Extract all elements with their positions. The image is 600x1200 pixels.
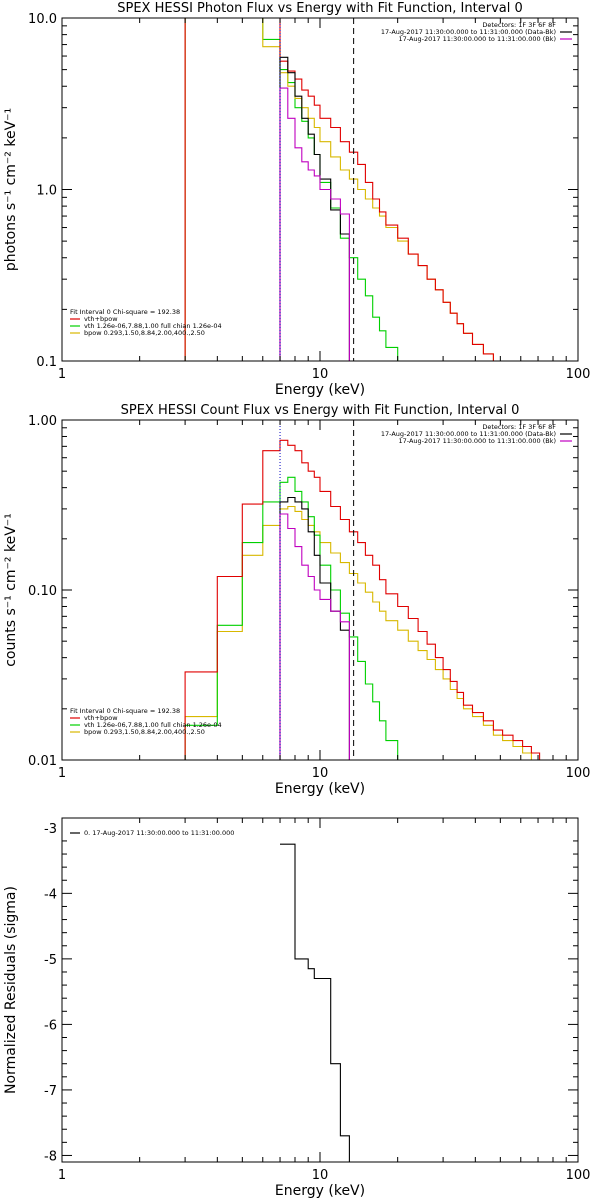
legend-entry: vth 1.26e-06,7.88,1.00 full chian 1.26e-… <box>84 322 222 330</box>
legend-entry: vth 1.26e-06,7.88,1.00 full chian 1.26e-… <box>84 721 222 729</box>
chart-title: SPEX HESSI Count Flux vs Energy with Fit… <box>121 403 520 418</box>
legend-entry: bpow 0.293,1.50,8.84,2.00,400.,2.50 <box>84 728 205 736</box>
chart-title: SPEX HESSI Photon Flux vs Energy with Fi… <box>117 1 523 16</box>
series-model_total-line <box>184 439 548 760</box>
y-tick-label: -5 <box>44 953 57 968</box>
series-data-line <box>279 496 350 760</box>
legend-entry: vth+bpow <box>84 315 118 323</box>
series-bpow-line <box>184 18 504 361</box>
y-axis-label: Normalized Residuals (sigma) <box>3 886 19 1094</box>
chart-2: SPEX HESSI Count Flux vs Energy with Fit… <box>3 403 590 797</box>
legend-entry: Fit Interval 0 Chi-square = 192.38 <box>70 308 180 316</box>
x-axis-label: Energy (keV) <box>275 781 365 797</box>
plot-frame <box>61 817 579 1163</box>
series-background-line <box>279 87 350 361</box>
y-axis-label: photons s⁻¹ cm⁻² keV⁻¹ <box>3 108 19 271</box>
series-background-line <box>279 513 350 760</box>
legend-entry: Fit Interval 0 Chi-square = 192.38 <box>70 707 180 715</box>
y-tick-label: -6 <box>44 1018 57 1033</box>
x-axis-label: Energy (keV) <box>275 382 365 398</box>
x-tick-label: 100 <box>566 1168 591 1183</box>
series-group <box>280 843 350 1162</box>
chart-1: SPEX HESSI Photon Flux vs Energy with Fi… <box>3 1 591 398</box>
legend-entry: bpow 0.293,1.50,8.84,2.00,400.,2.50 <box>84 329 205 337</box>
y-tick-label: -4 <box>44 887 57 902</box>
y-tick-label: 0.10 <box>28 584 57 599</box>
header-line: 17-Aug-2017 11:30:00.000 to 11:31:00.000… <box>381 28 556 36</box>
series-vth-line <box>184 476 409 760</box>
series-bpow-line <box>184 505 541 760</box>
x-tick-label: 1 <box>58 367 66 382</box>
y-tick-label: 1.00 <box>28 414 57 429</box>
legend-entry: vth+bpow <box>84 714 118 722</box>
series-group <box>184 439 548 760</box>
legend-entry: 0. 17-Aug-2017 11:30:00.000 to 11:31:00.… <box>84 829 234 837</box>
y-tick-label: 0.01 <box>28 754 57 769</box>
series-model_total-line <box>184 18 504 361</box>
x-tick-label: 100 <box>566 766 591 781</box>
y-tick-label: 0.1 <box>36 355 57 370</box>
header-line: Detectors: 1F 3F 6F 8F <box>482 423 556 431</box>
y-tick-label: 1.0 <box>36 184 57 199</box>
y-tick-label: -8 <box>44 1149 57 1164</box>
series-group <box>184 18 504 361</box>
x-tick-label: 10 <box>312 1168 329 1183</box>
y-tick-label: -7 <box>44 1084 57 1099</box>
header-line: 17-Aug-2017 11:30:00.000 to 11:31:00.000… <box>399 35 556 43</box>
x-tick-label: 1 <box>58 1168 66 1183</box>
x-tick-label: 1 <box>58 766 66 781</box>
header-line: Detectors: 1F 3F 6F 8F <box>482 21 556 29</box>
y-tick-label: 10.0 <box>28 12 57 27</box>
y-tick-label: -3 <box>44 822 57 837</box>
series-data-line <box>279 56 350 361</box>
x-tick-label: 10 <box>312 367 329 382</box>
x-axis-label: Energy (keV) <box>275 1183 365 1199</box>
series-data-line <box>280 843 350 1162</box>
x-tick-label: 100 <box>566 367 591 382</box>
x-tick-label: 10 <box>312 766 329 781</box>
chart-3: 1 10 100 -3 -4 -5 -6 -7 -8 Energy (keV) Normalized… <box>3 817 591 1199</box>
y-axis-label: counts s⁻¹ cm⁻² keV⁻¹ <box>3 513 19 667</box>
header-line: 17-Aug-2017 11:30:00.000 to 11:31:00.000… <box>381 430 556 438</box>
header-line: 17-Aug-2017 11:30:00.000 to 11:31:00.000… <box>399 437 556 445</box>
